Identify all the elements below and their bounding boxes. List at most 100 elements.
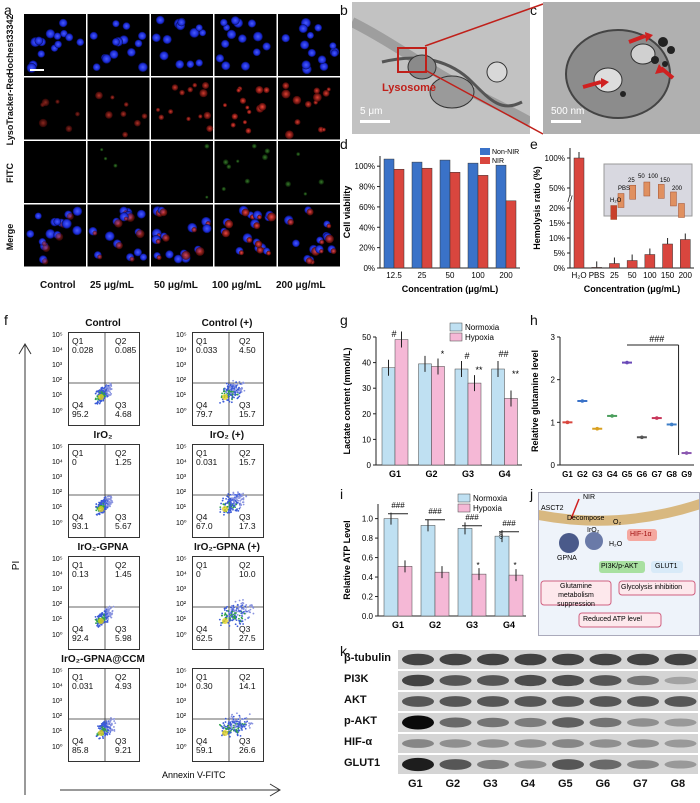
chart-i: 0.0 0.2 0.4 0.6 0.8 1.0 G1 G2 G3 G4 ### ### ### ### * *…	[342, 493, 526, 630]
i-ylabel: Relative ATP Level	[342, 520, 352, 599]
i-bar	[471, 573, 487, 617]
i-bar	[508, 574, 524, 617]
row-label-lysotracker: LysoTracker-Red	[5, 72, 15, 146]
wb-band	[627, 653, 659, 666]
e-xtick: 50	[628, 271, 637, 280]
flow-ytick: 10²	[176, 377, 187, 384]
flow-ytick: 10¹	[52, 616, 63, 623]
h2o-label: H₂O	[609, 541, 623, 548]
d-bar	[383, 158, 395, 269]
quadrant-q3: Q3	[239, 400, 251, 410]
g-ytick: 30	[362, 384, 371, 393]
e-xtick: 25	[610, 271, 619, 280]
d-ytick: 100%	[355, 162, 375, 171]
flow-ytick: 10⁵	[52, 332, 63, 339]
annexin-axis-label: Annexin V-FITC	[162, 770, 226, 780]
d-bar	[477, 175, 489, 269]
o2-label: O₂	[613, 519, 622, 526]
wb-band	[477, 717, 509, 728]
quadrant-q1: Q1	[72, 448, 84, 458]
h-dot	[669, 422, 674, 427]
flow-plot: Q1 0 Q2 10.0 Q4 62.5 Q3 27.5	[192, 556, 264, 650]
wb-band	[589, 759, 622, 770]
quadrant-value: 93.1	[72, 521, 89, 531]
flow-ytick: 10¹	[176, 728, 187, 735]
i-annotation: ###	[391, 501, 405, 510]
i-annotation: ###	[428, 507, 442, 516]
i-xtick: G1	[392, 620, 404, 630]
quadrant-q2: Q2	[115, 336, 127, 346]
i-bar	[420, 525, 436, 617]
h-annotation: ###	[649, 334, 664, 344]
quadrant-value: 1.25	[115, 457, 132, 467]
gpna-label: GPNA	[557, 555, 577, 562]
wb-band	[552, 759, 584, 770]
wb-band	[514, 674, 547, 687]
quadrant-q2: Q2	[115, 448, 127, 458]
d-xtick: 100	[471, 271, 485, 280]
quadrant-value: 14.1	[239, 681, 256, 691]
e-bar	[662, 243, 673, 269]
flow-ytick: 10⁴	[52, 347, 63, 354]
pi-axis-label: PI	[11, 560, 23, 571]
i-bar	[434, 571, 450, 617]
wb-band	[439, 717, 472, 728]
g-xtick: G4	[498, 469, 510, 479]
quadrant-value: 0.031	[196, 457, 218, 467]
flow-ytick: 10⁵	[52, 444, 63, 451]
wb-band	[439, 653, 472, 666]
quadrant-q3: Q3	[239, 624, 251, 634]
wb-band	[664, 718, 697, 727]
d-bar	[505, 200, 517, 269]
g-bar	[491, 368, 505, 466]
flow-ytick: 10¹	[52, 392, 63, 399]
wb-strip	[398, 713, 698, 732]
quadrant-q1: Q1	[196, 336, 208, 346]
flow-ytick: 10⁵	[176, 444, 187, 451]
tube-label: 150	[660, 178, 671, 184]
flow-plot: Q1 0.13 Q2 1.45 Q4 92.4 Q3 5.98	[68, 556, 140, 650]
wb-band	[439, 675, 472, 686]
e-ytick: 20%	[549, 204, 565, 213]
panel-label-e: e	[530, 136, 538, 152]
flow-ytick: 10³	[52, 362, 63, 369]
wb-band	[664, 676, 697, 685]
i-annotation: §	[499, 531, 503, 540]
e-xtick: 100	[643, 271, 657, 280]
hif-label: HIF-1α	[630, 531, 652, 538]
flow-ytick: 10⁰	[52, 632, 63, 639]
d-bar	[421, 167, 433, 269]
flow-ytick: 10⁰	[176, 632, 187, 639]
wb-band	[477, 653, 509, 666]
quadrant-q2: Q2	[115, 672, 127, 682]
i-annotation: *	[476, 561, 479, 570]
quadrant-q4: Q4	[196, 512, 208, 522]
e-bar	[609, 263, 620, 269]
wb-band	[552, 739, 584, 748]
panel-label-d: d	[340, 136, 348, 152]
d-bar	[449, 172, 461, 269]
micrograph-tile	[151, 77, 213, 140]
h-dot	[684, 451, 689, 455]
quadrant-q1: Q1	[196, 448, 208, 458]
quadrant-q3: Q3	[115, 400, 127, 410]
quadrant-value: 10.0	[239, 569, 256, 579]
tube-label: 200	[672, 186, 683, 192]
d-legend-swatch	[480, 148, 490, 155]
flow-ytick: 10⁰	[52, 744, 63, 751]
panel-label-h: h	[530, 312, 538, 328]
quadrant-value: 0.30	[196, 681, 213, 691]
wb-band	[402, 653, 434, 666]
quadrant-q2: Q2	[239, 672, 251, 682]
g-annotation: #	[464, 351, 469, 361]
pi3k-label: PI3K/p-AKT	[601, 563, 638, 570]
tube-label: 25	[628, 178, 635, 184]
quadrant-q1: Q1	[72, 672, 84, 682]
flow-ytick: 10⁵	[176, 332, 187, 339]
wb-band	[627, 739, 659, 748]
i-ytick: 0.2	[362, 593, 374, 602]
tube-label: 50	[638, 174, 645, 180]
g-legend-swatch	[449, 332, 463, 342]
wb-band	[439, 759, 472, 770]
tube-label: H₂O	[610, 198, 622, 204]
